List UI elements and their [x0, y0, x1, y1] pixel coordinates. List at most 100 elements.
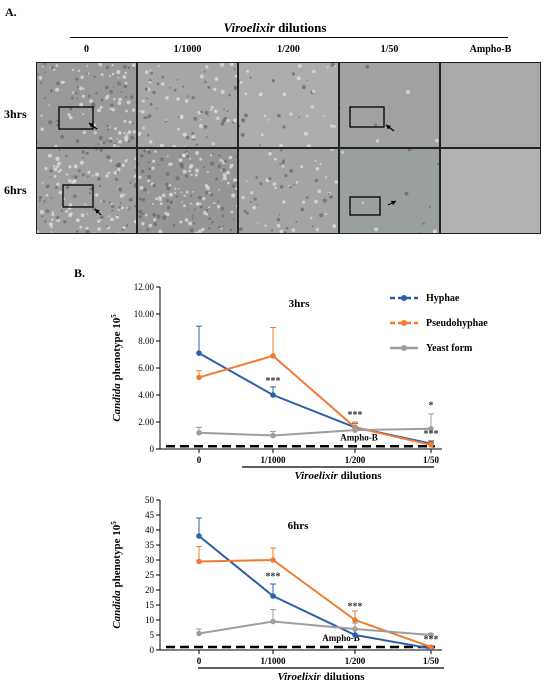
- y-tick-label: 6.00: [138, 363, 154, 373]
- chart-6hrs: 0 5 10 15 20 25 30 35 40 45 50 0 1/1000 1/200 1/50 Viro…: [110, 495, 444, 683]
- y-tick-label: 20: [145, 585, 155, 595]
- panel-a-title: Viroelixir dilutions: [0, 20, 550, 36]
- column-header-3: 1/50: [380, 44, 399, 55]
- data-point: [428, 632, 434, 638]
- x-tick-label: 1/200: [345, 656, 366, 666]
- micrograph-1-3: [339, 148, 440, 234]
- data-point: [352, 626, 358, 632]
- y-tick-label: 40: [145, 525, 155, 535]
- y-tick-label: 10: [145, 615, 155, 625]
- column-header-0: 0: [84, 44, 89, 55]
- y-tick-label: 30: [145, 555, 155, 565]
- series-line-pseudohyphae: [198, 558, 432, 648]
- data-point: [196, 374, 202, 381]
- significance-marker: ***: [424, 429, 439, 440]
- y-tick-label: 2.00: [138, 417, 154, 427]
- data-point: [270, 432, 276, 439]
- data-point: [428, 425, 434, 432]
- row-header-3hrs: 3hrs: [4, 107, 27, 121]
- micrograph-1-0: [36, 148, 137, 234]
- arrowhead-icon: [386, 125, 391, 130]
- x-tick-label: 0: [197, 656, 202, 666]
- y-axis-label: Candida phenotype 105: [110, 314, 123, 422]
- x-tick-label: 1/1000: [260, 656, 286, 666]
- data-point: [352, 427, 358, 433]
- x-tick-label: 1/50: [423, 455, 440, 465]
- data-point: [270, 392, 276, 398]
- micrograph-grid: [36, 62, 541, 234]
- y-tick-label: 50: [145, 495, 155, 505]
- data-point: [196, 533, 202, 539]
- y-tick-label: 0: [150, 645, 155, 655]
- significance-marker: ***: [424, 635, 439, 646]
- y-tick-label: 15: [145, 600, 155, 610]
- legend-label: Pseudohyphae: [426, 318, 488, 329]
- series-line-yeast-form: [198, 620, 432, 636]
- x-tick-label: 1/50: [423, 656, 440, 666]
- arrowhead-icon: [391, 200, 396, 206]
- y-tick-label: 0: [150, 444, 155, 454]
- significance-marker: ***: [266, 376, 281, 387]
- significance-marker: ***: [266, 572, 281, 583]
- highlight-box: [62, 184, 94, 208]
- panel-a-title-rest: dilutions: [274, 20, 327, 35]
- ampho-b-label: Ampho-B: [340, 432, 378, 442]
- column-header-2: 1/200: [277, 44, 300, 55]
- chart-title: 3hrs: [289, 298, 311, 310]
- legend-marker: [401, 320, 407, 326]
- y-axis-label: Candida phenotype 105: [110, 521, 123, 629]
- data-point: [270, 618, 276, 625]
- arrowhead-icon: [89, 123, 94, 128]
- data-point: [352, 617, 358, 623]
- legend-label: Hyphae: [426, 293, 460, 304]
- micrograph-1-1: [137, 148, 238, 234]
- series-line-pseudohyphae: [198, 354, 432, 446]
- data-point: [428, 644, 434, 650]
- micrograph-0-0: [36, 62, 137, 148]
- column-header-4: Ampho-B: [469, 44, 512, 55]
- chart-title: 6hrs: [288, 520, 310, 532]
- y-tick-label: 25: [145, 570, 155, 580]
- x-axis-label: Viroelixir dilutions: [294, 470, 382, 482]
- data-point: [270, 557, 276, 563]
- panel-a-label: A.: [5, 5, 17, 19]
- x-tick-label: 1/1000: [260, 455, 286, 465]
- micrograph-0-1: [137, 62, 238, 148]
- micrograph-0-4: [440, 62, 541, 148]
- y-tick-label: 4.00: [138, 390, 154, 400]
- highlight-box: [349, 196, 381, 216]
- x-tick-label: 1/200: [345, 455, 366, 465]
- data-point: [196, 350, 202, 356]
- legend-label: Yeast form: [426, 343, 473, 354]
- data-point: [428, 442, 434, 448]
- row-header-6hrs: 6hrs: [4, 183, 27, 197]
- column-header-1: 1/1000: [173, 44, 202, 55]
- y-tick-label: 5: [150, 630, 155, 640]
- data-point: [270, 593, 276, 599]
- series-line-hyphae: [198, 535, 432, 650]
- y-tick-label: 45: [145, 510, 155, 520]
- panel-a-title-italic: Viroelixir: [223, 20, 275, 35]
- legend-marker: [401, 295, 407, 301]
- chart-3hrs: 0 2.00 4.00 6.00 8.00 10.00 12.00 0 1/1000 1/200 1…: [110, 282, 488, 482]
- x-axis-label: Viroelixir dilutions: [277, 671, 365, 683]
- panel-b-label: B.: [74, 266, 86, 280]
- micrograph-1-4: [440, 148, 541, 234]
- y-tick-label: 35: [145, 540, 155, 550]
- significance-marker: *: [429, 401, 434, 412]
- y-tick-label: 12.00: [134, 282, 155, 292]
- data-point: [196, 430, 202, 436]
- highlight-box: [58, 106, 94, 130]
- micrograph-1-2: [238, 148, 339, 234]
- panel-a-title-rule: [70, 37, 508, 38]
- x-tick-label: 0: [197, 455, 202, 465]
- micrograph-0-2: [238, 62, 339, 148]
- legend-marker: [401, 345, 407, 351]
- significance-marker: ***: [348, 410, 363, 421]
- y-tick-label: 10.00: [134, 309, 155, 319]
- significance-marker: ***: [348, 602, 363, 613]
- series-line-yeast-form: [198, 427, 432, 437]
- highlight-box: [349, 106, 385, 128]
- micrograph-0-3: [339, 62, 440, 148]
- data-point: [270, 353, 276, 359]
